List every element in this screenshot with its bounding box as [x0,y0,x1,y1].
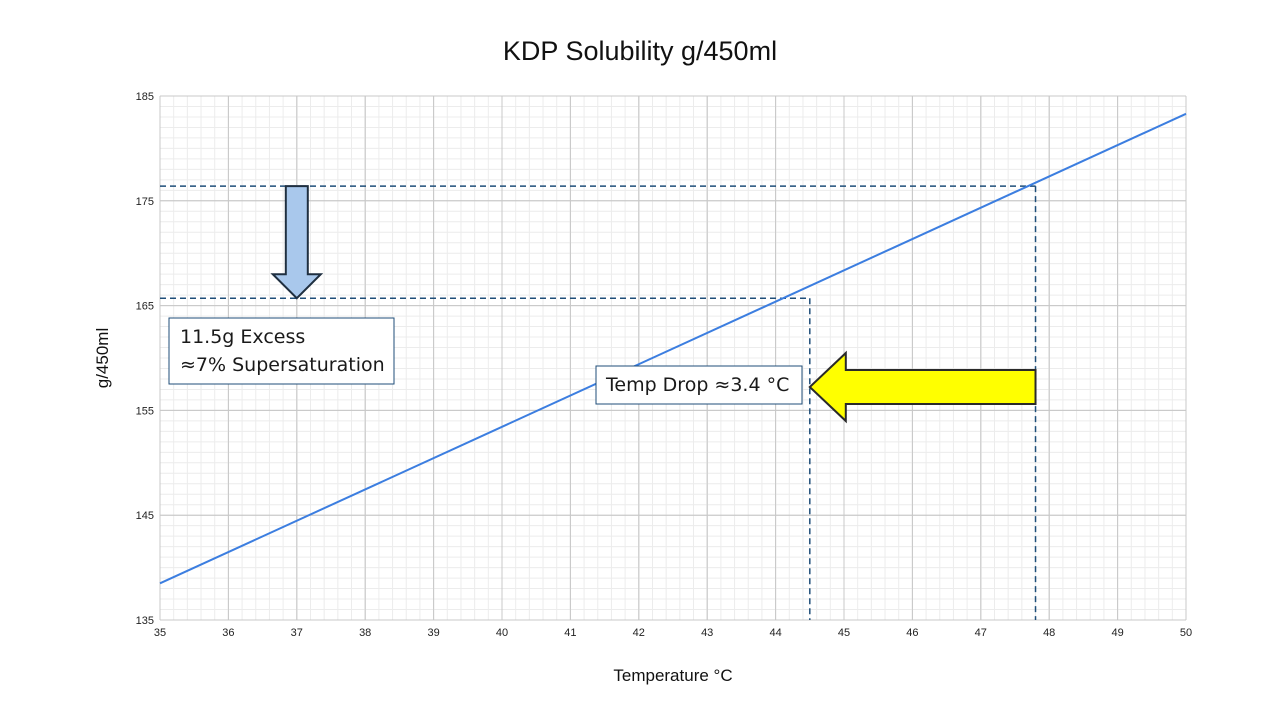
x-tick-label: 47 [975,627,987,639]
x-tick-label: 38 [359,627,371,639]
excess-annotation-line2: ≈7% Supersaturation [180,354,385,376]
x-tick-label: 39 [427,627,439,639]
left-arrow-icon [808,350,1037,424]
x-tick-label: 49 [1111,627,1123,639]
x-tick-labels: 35 36 37 38 39 40 41 42 43 44 45 46 47 48 49 50 [154,627,1192,639]
x-tick-label: 36 [222,627,234,639]
temp-drop-annotation-box [595,365,803,405]
y-tick-label: 145 [136,510,154,522]
x-tick-label: 40 [496,627,508,639]
y-tick-label: 185 [136,91,154,103]
y-tick-label: 175 [136,196,154,208]
y-tick-label: 165 [136,301,154,313]
x-tick-label: 42 [633,627,645,639]
x-tick-label: 44 [769,627,781,639]
x-tick-label: 46 [906,627,918,639]
x-tick-label: 35 [154,627,166,639]
series-group [159,112,1187,585]
down-arrow-icon [270,185,324,300]
annotations: 11.5g Excess ≈7% Supersaturation Temp Dr… [168,317,803,405]
y-tick-labels: 135 145 155 165 175 185 [136,91,154,627]
y-tick-label: 155 [136,405,154,417]
arrows [270,185,1037,424]
solubility-line [159,112,1187,585]
x-tick-label: 43 [701,627,713,639]
x-tick-label: 50 [1180,627,1192,639]
excess-annotation-box [168,317,395,385]
chart-title: KDP Solubility g/450ml [503,36,777,66]
x-tick-label: 41 [564,627,576,639]
temp-drop-annotation: Temp Drop ≈3.4 °C [605,374,789,396]
x-tick-label: 45 [838,627,850,639]
x-tick-label: 37 [291,627,303,639]
y-axis-label: g/450ml [93,328,112,388]
x-tick-label: 48 [1043,627,1055,639]
excess-annotation-line1: 11.5g Excess [180,326,305,348]
y-tick-label: 135 [136,615,154,627]
x-axis-label: Temperature °C [613,666,732,685]
